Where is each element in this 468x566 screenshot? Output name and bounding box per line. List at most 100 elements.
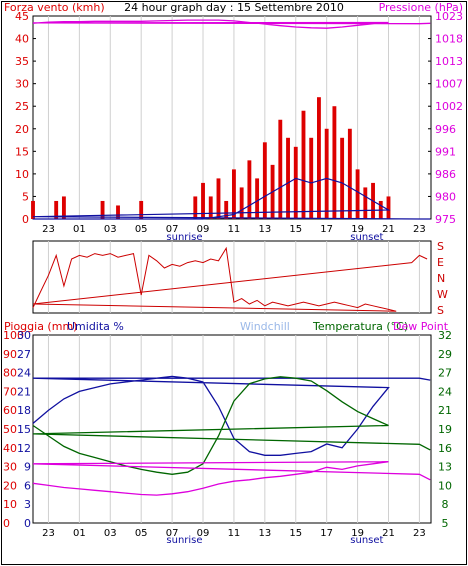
wind-bar [278, 119, 283, 219]
humidity-axis-label: Umidita % [67, 320, 124, 333]
x-tick-label: 01 [73, 224, 86, 235]
y-tick-label-rain: 60 [3, 404, 17, 417]
y-tick-label-temperature: 8 [442, 498, 449, 511]
y-tick-label-wind: 20 [15, 123, 29, 136]
x-tick-label: 01 [73, 528, 86, 539]
wind-bar [293, 146, 298, 219]
sunrise-label: sunrise [166, 535, 202, 546]
chart-title: 24 hour graph day : 15 Settembre 2010 [124, 1, 344, 14]
wind-bar [247, 160, 252, 219]
y-tick-label-wind: 35 [15, 55, 29, 68]
x-tick-label: 09 [197, 528, 210, 539]
y-tick-label-humidity: 30 [17, 329, 31, 342]
y-tick-label-temperature: 10 [438, 479, 452, 492]
y-tick-label-rain: 20 [3, 479, 17, 492]
x-tick-label: 15 [289, 528, 302, 539]
y-tick-label-temperature: 13 [438, 461, 452, 474]
y-tick-label-rain: 70 [3, 385, 17, 398]
y-tick-label-rain: 10 [3, 498, 17, 511]
x-tick-label: 13 [258, 528, 271, 539]
direction-label: E [437, 256, 444, 269]
y-tick-label-humidity: 12 [17, 442, 31, 455]
sunrise-label: sunrise [166, 232, 202, 243]
pressure-axis-label: Pressione (hPa) [379, 1, 463, 14]
y-tick-label-humidity: 18 [17, 404, 31, 417]
x-tick-label: 03 [104, 528, 117, 539]
temperature-axis-label: Temperatura (°C) [312, 320, 408, 333]
wind-bar [224, 200, 229, 219]
wind-bar [317, 97, 321, 219]
x-tick-label: 07 [166, 224, 179, 235]
y-tick-label-humidity: 21 [17, 385, 31, 398]
y-tick-label-wind: 30 [15, 78, 29, 91]
x-tick-label: 21 [382, 528, 395, 539]
y-tick-label-wind: 15 [15, 145, 29, 158]
dewpoint-axis-label: Dew Point [393, 320, 449, 333]
y-tick-label-pressure: 980 [435, 190, 456, 203]
y-tick-label-pressure: 1018 [435, 33, 463, 46]
wind-bar [347, 128, 352, 219]
wind-bar [355, 169, 360, 219]
wind-bar [61, 196, 66, 219]
y-tick-label-temperature: 29 [438, 348, 452, 361]
x-tick-label: 15 [289, 224, 302, 235]
wind-bar [31, 200, 35, 219]
direction-label: S [437, 304, 444, 317]
x-tick-label: 19 [351, 224, 364, 235]
y-tick-label-rain: 30 [3, 461, 17, 474]
y-tick-label-pressure: 1007 [435, 78, 463, 91]
x-tick-label: 03 [104, 224, 117, 235]
x-tick-label: 19 [351, 528, 364, 539]
wind-bar [286, 137, 290, 219]
y-tick-label-temperature: 5 [442, 517, 449, 530]
x-tick-label: 21 [382, 224, 395, 235]
x-tick-label: 17 [320, 528, 333, 539]
y-tick-label-rain: 0 [3, 517, 10, 530]
wind-bar [139, 200, 144, 219]
y-tick-label-temperature: 16 [438, 442, 452, 455]
y-tick-label-temperature: 27 [438, 367, 452, 380]
y-tick-label-pressure: 986 [435, 168, 456, 181]
x-tick-label: 11 [228, 224, 241, 235]
wind-axis-label: Forza vento (kmh) [4, 1, 105, 14]
y-tick-label-wind: 0 [22, 213, 29, 226]
wind-bar [309, 137, 314, 219]
y-tick-label-pressure: 991 [435, 145, 456, 158]
y-tick-label-temperature: 19 [438, 423, 452, 436]
direction-label: S [437, 240, 444, 253]
y-tick-label-humidity: 24 [17, 367, 31, 380]
wind-bar [232, 169, 236, 219]
x-tick-label: 05 [135, 224, 148, 235]
wind-bar [301, 110, 306, 219]
pressure-line [32, 19, 431, 29]
wind-bar [239, 187, 244, 219]
y-tick-label-humidity: 6 [24, 479, 31, 492]
wind-bar [340, 137, 345, 219]
windchill-axis-label: Windchill [240, 320, 290, 333]
dewpoint-line [32, 461, 431, 496]
plot-frame-direction [32, 240, 432, 314]
direction-label: W [437, 288, 448, 301]
x-tick-label: 13 [258, 224, 271, 235]
wind-bar [54, 200, 59, 219]
x-tick-label: 05 [135, 528, 148, 539]
y-tick-label-temperature: 21 [438, 404, 452, 417]
x-tick-label: 17 [320, 224, 333, 235]
y-tick-label-humidity: 27 [17, 348, 31, 361]
y-tick-label-pressure: 1023 [435, 10, 463, 23]
wind-bar [363, 187, 368, 219]
x-tick-label: 07 [166, 528, 179, 539]
y-tick-label-rain: 100 [3, 329, 24, 342]
y-tick-label-wind: 25 [15, 100, 29, 113]
y-tick-label-rain: 90 [3, 348, 17, 361]
wind-bar [324, 128, 329, 219]
y-tick-label-pressure: 1013 [435, 55, 463, 68]
y-tick-label-pressure: 1002 [435, 100, 463, 113]
x-tick-label: 23 [413, 528, 426, 539]
y-tick-label-humidity: 15 [17, 423, 31, 436]
wind-bar [208, 196, 213, 219]
rain-axis-label: Pioggia (mm) [4, 320, 77, 333]
y-tick-label-humidity: 3 [24, 498, 31, 511]
